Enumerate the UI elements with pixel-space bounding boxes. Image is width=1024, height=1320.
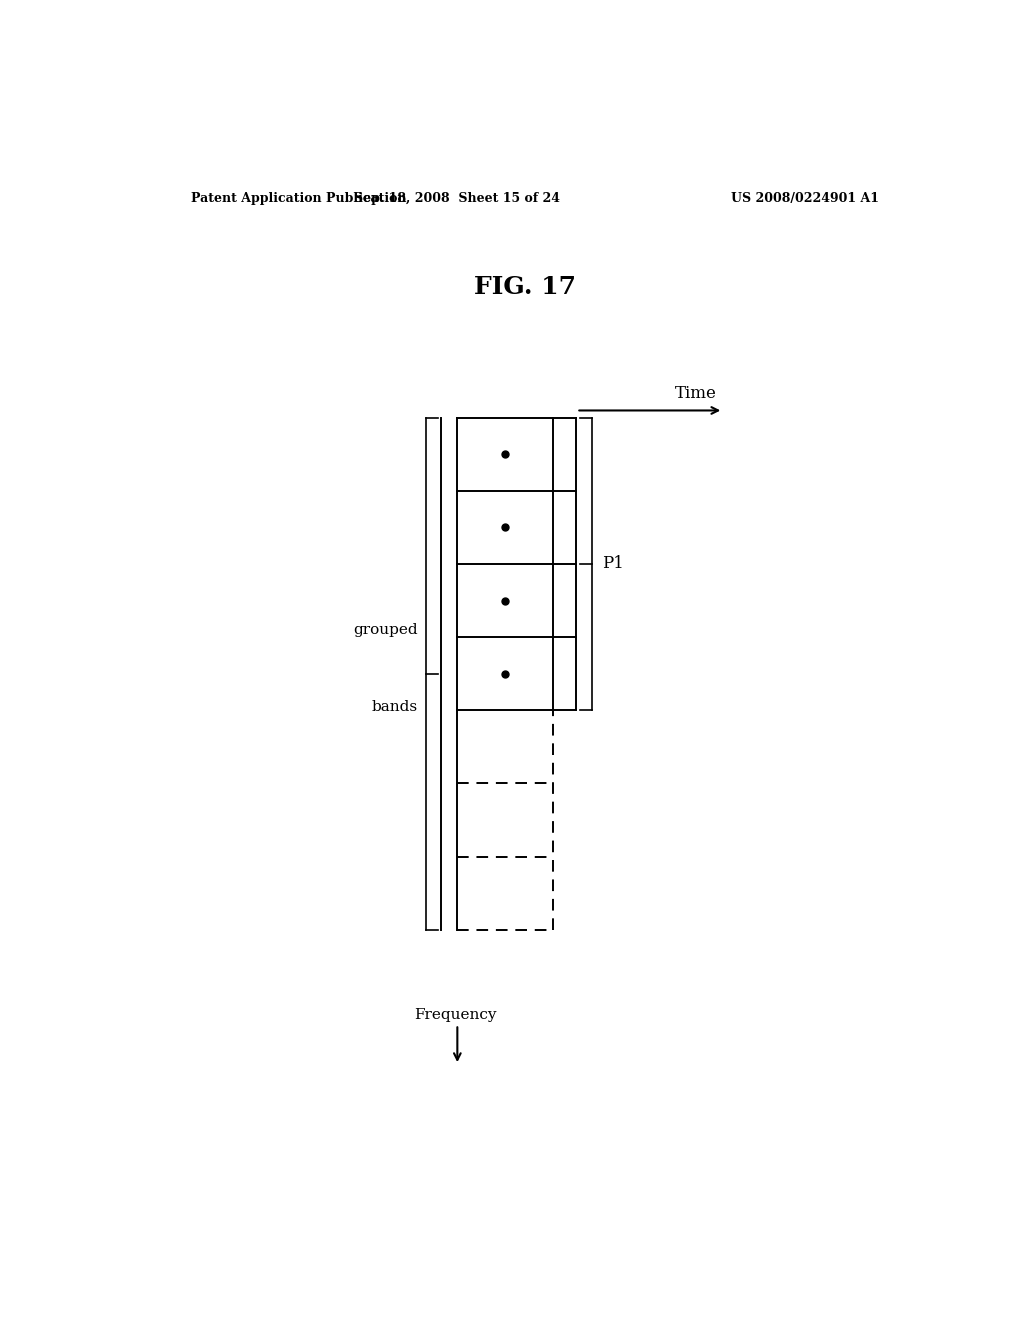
Text: grouped: grouped — [353, 623, 418, 638]
Text: FIG. 17: FIG. 17 — [474, 276, 575, 300]
Text: Frequency: Frequency — [414, 1008, 497, 1022]
Text: Sep. 18, 2008  Sheet 15 of 24: Sep. 18, 2008 Sheet 15 of 24 — [354, 191, 560, 205]
Text: Patent Application Publication: Patent Application Publication — [191, 191, 407, 205]
Text: P1: P1 — [602, 556, 624, 573]
Text: US 2008/0224901 A1: US 2008/0224901 A1 — [731, 191, 880, 205]
Text: bands: bands — [372, 700, 418, 714]
Text: Time: Time — [675, 385, 717, 403]
